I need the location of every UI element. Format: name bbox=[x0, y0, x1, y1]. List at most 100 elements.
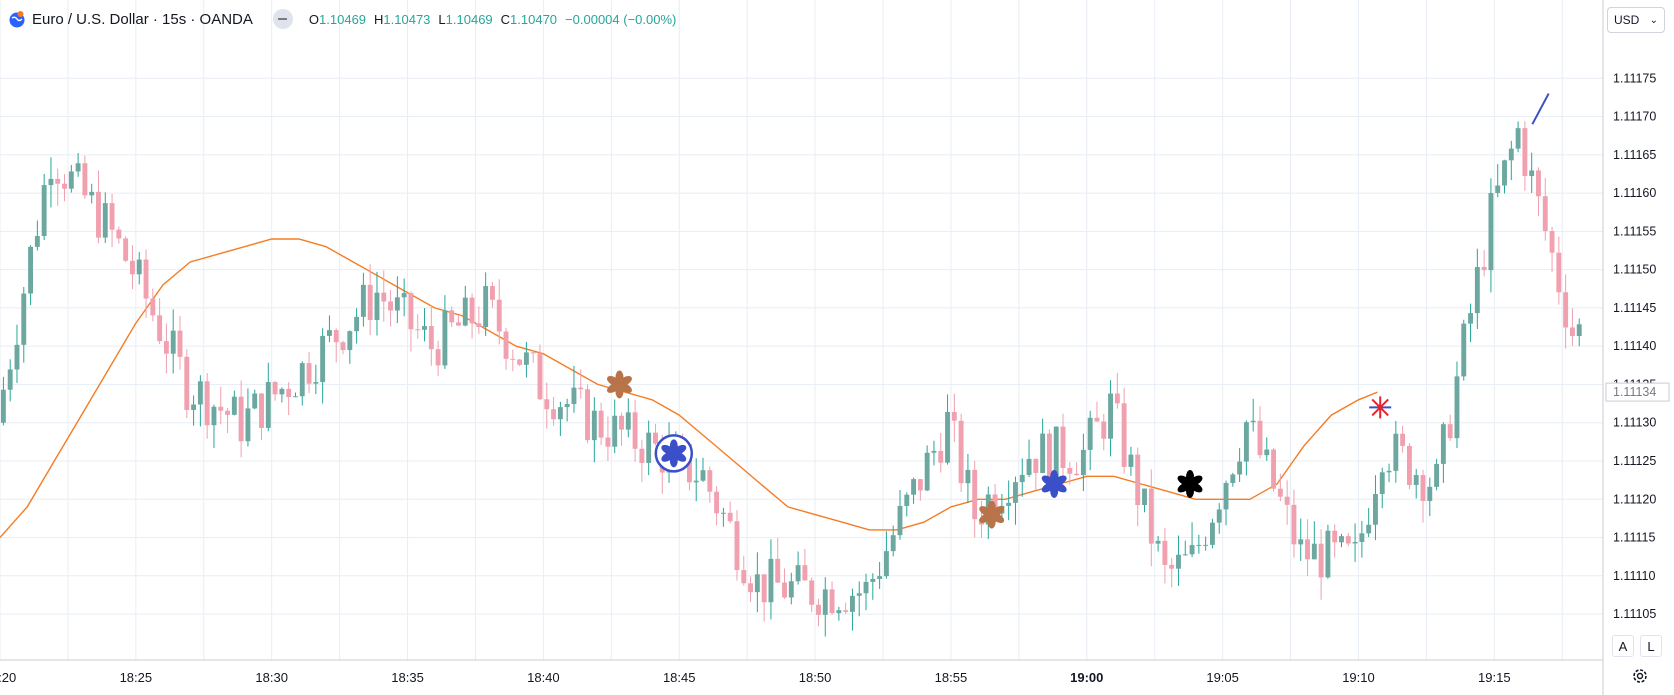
candle-body bbox=[965, 469, 971, 484]
candle bbox=[191, 395, 197, 426]
candle bbox=[1101, 414, 1107, 451]
candle bbox=[340, 340, 346, 355]
y-tick-label: 1.11155 bbox=[1613, 224, 1656, 238]
candle bbox=[496, 279, 502, 345]
x-tick-label: 18:25 bbox=[120, 670, 153, 685]
candle bbox=[883, 531, 889, 579]
candle-body bbox=[768, 558, 774, 603]
candle-body bbox=[754, 574, 760, 593]
candle bbox=[510, 349, 516, 372]
candle-body bbox=[1203, 544, 1209, 546]
candle bbox=[619, 412, 624, 446]
candle-body bbox=[1427, 486, 1433, 501]
candle-body bbox=[28, 246, 34, 294]
candle-body bbox=[816, 604, 821, 615]
candle-body bbox=[1305, 539, 1310, 560]
candle bbox=[1386, 463, 1392, 483]
candle-body bbox=[428, 326, 434, 350]
candle-body bbox=[822, 589, 828, 615]
candle bbox=[1019, 458, 1025, 497]
collapse-legend-button[interactable] bbox=[272, 9, 293, 29]
candle-body bbox=[1074, 473, 1080, 476]
candle-body bbox=[598, 410, 604, 438]
candle-body bbox=[313, 382, 319, 384]
candle-body bbox=[1529, 170, 1535, 177]
candle bbox=[490, 281, 495, 308]
marker-petal bbox=[979, 506, 993, 516]
symbol-title[interactable]: Euro / U.S. Dollar · 15s · OANDA bbox=[32, 10, 253, 28]
candle-body bbox=[544, 399, 550, 410]
candle bbox=[41, 173, 47, 241]
marker-petal bbox=[1041, 475, 1055, 486]
candle-body bbox=[537, 353, 543, 400]
candle-body bbox=[1352, 542, 1358, 544]
candle-body bbox=[517, 359, 523, 365]
candle bbox=[1080, 433, 1086, 492]
candle-body bbox=[1393, 433, 1399, 471]
candle-body bbox=[1237, 461, 1243, 475]
candle-body bbox=[347, 331, 353, 351]
candle-body bbox=[1135, 454, 1141, 506]
auto-scale-button[interactable]: A bbox=[1612, 635, 1634, 657]
candle bbox=[1325, 524, 1331, 579]
candle-body bbox=[177, 330, 183, 357]
candle-body bbox=[1325, 530, 1331, 578]
candle-body bbox=[150, 298, 156, 316]
candle-body bbox=[1508, 148, 1514, 161]
candle-body bbox=[469, 297, 475, 324]
candle-body bbox=[795, 565, 801, 582]
candle bbox=[89, 183, 95, 204]
x-tick-label: 18:30 bbox=[255, 670, 288, 685]
candle bbox=[1257, 406, 1263, 459]
log-scale-button[interactable]: L bbox=[1640, 635, 1662, 657]
asterisk-black bbox=[1177, 469, 1203, 498]
candle-body bbox=[856, 593, 862, 596]
candle bbox=[483, 272, 489, 337]
candle bbox=[700, 457, 706, 482]
candle bbox=[55, 168, 61, 206]
candle-body bbox=[904, 494, 910, 506]
close-value: 1.10470 bbox=[510, 11, 558, 27]
candle bbox=[951, 393, 957, 443]
open-value: 1.10469 bbox=[319, 11, 367, 27]
candle-body bbox=[225, 410, 230, 415]
candle bbox=[1440, 422, 1446, 483]
asterisk-blue-circled bbox=[654, 434, 694, 473]
candle bbox=[1332, 524, 1338, 558]
candle bbox=[422, 308, 427, 342]
candle bbox=[1006, 480, 1012, 521]
candle bbox=[1495, 164, 1501, 198]
candle-body bbox=[1216, 509, 1222, 523]
y-tick-label: 1.11150 bbox=[1613, 263, 1656, 277]
candle bbox=[1277, 473, 1283, 502]
candle-body bbox=[1087, 417, 1093, 450]
candle-body bbox=[1495, 185, 1501, 193]
y-tick-label: 1.11115 bbox=[1613, 531, 1655, 545]
candle-body bbox=[1373, 494, 1378, 525]
gear-icon[interactable] bbox=[1630, 666, 1650, 686]
currency-select[interactable]: USD ⌄ bbox=[1607, 7, 1665, 33]
candle bbox=[1549, 226, 1555, 272]
candle-body bbox=[809, 580, 815, 605]
candle-body bbox=[530, 352, 536, 354]
candle bbox=[1359, 521, 1365, 558]
candle bbox=[225, 407, 230, 434]
x-tick-label: 18:40 bbox=[527, 670, 560, 685]
candle-body bbox=[1502, 160, 1507, 186]
candle-body bbox=[490, 286, 495, 300]
candle-body bbox=[1563, 292, 1569, 328]
candle bbox=[1094, 401, 1100, 422]
candle-body bbox=[272, 382, 278, 395]
candle bbox=[1162, 527, 1168, 584]
candle-body bbox=[1536, 170, 1541, 197]
candle-body bbox=[1040, 433, 1046, 473]
x-tick-label: 19:10 bbox=[1342, 670, 1375, 685]
candle bbox=[1502, 159, 1507, 194]
x-tick-label: 18:50 bbox=[799, 670, 832, 685]
candle-body bbox=[286, 388, 292, 397]
candle bbox=[415, 314, 421, 339]
candle bbox=[897, 490, 903, 540]
candle-body bbox=[1101, 421, 1107, 439]
candle-body bbox=[1128, 454, 1134, 467]
